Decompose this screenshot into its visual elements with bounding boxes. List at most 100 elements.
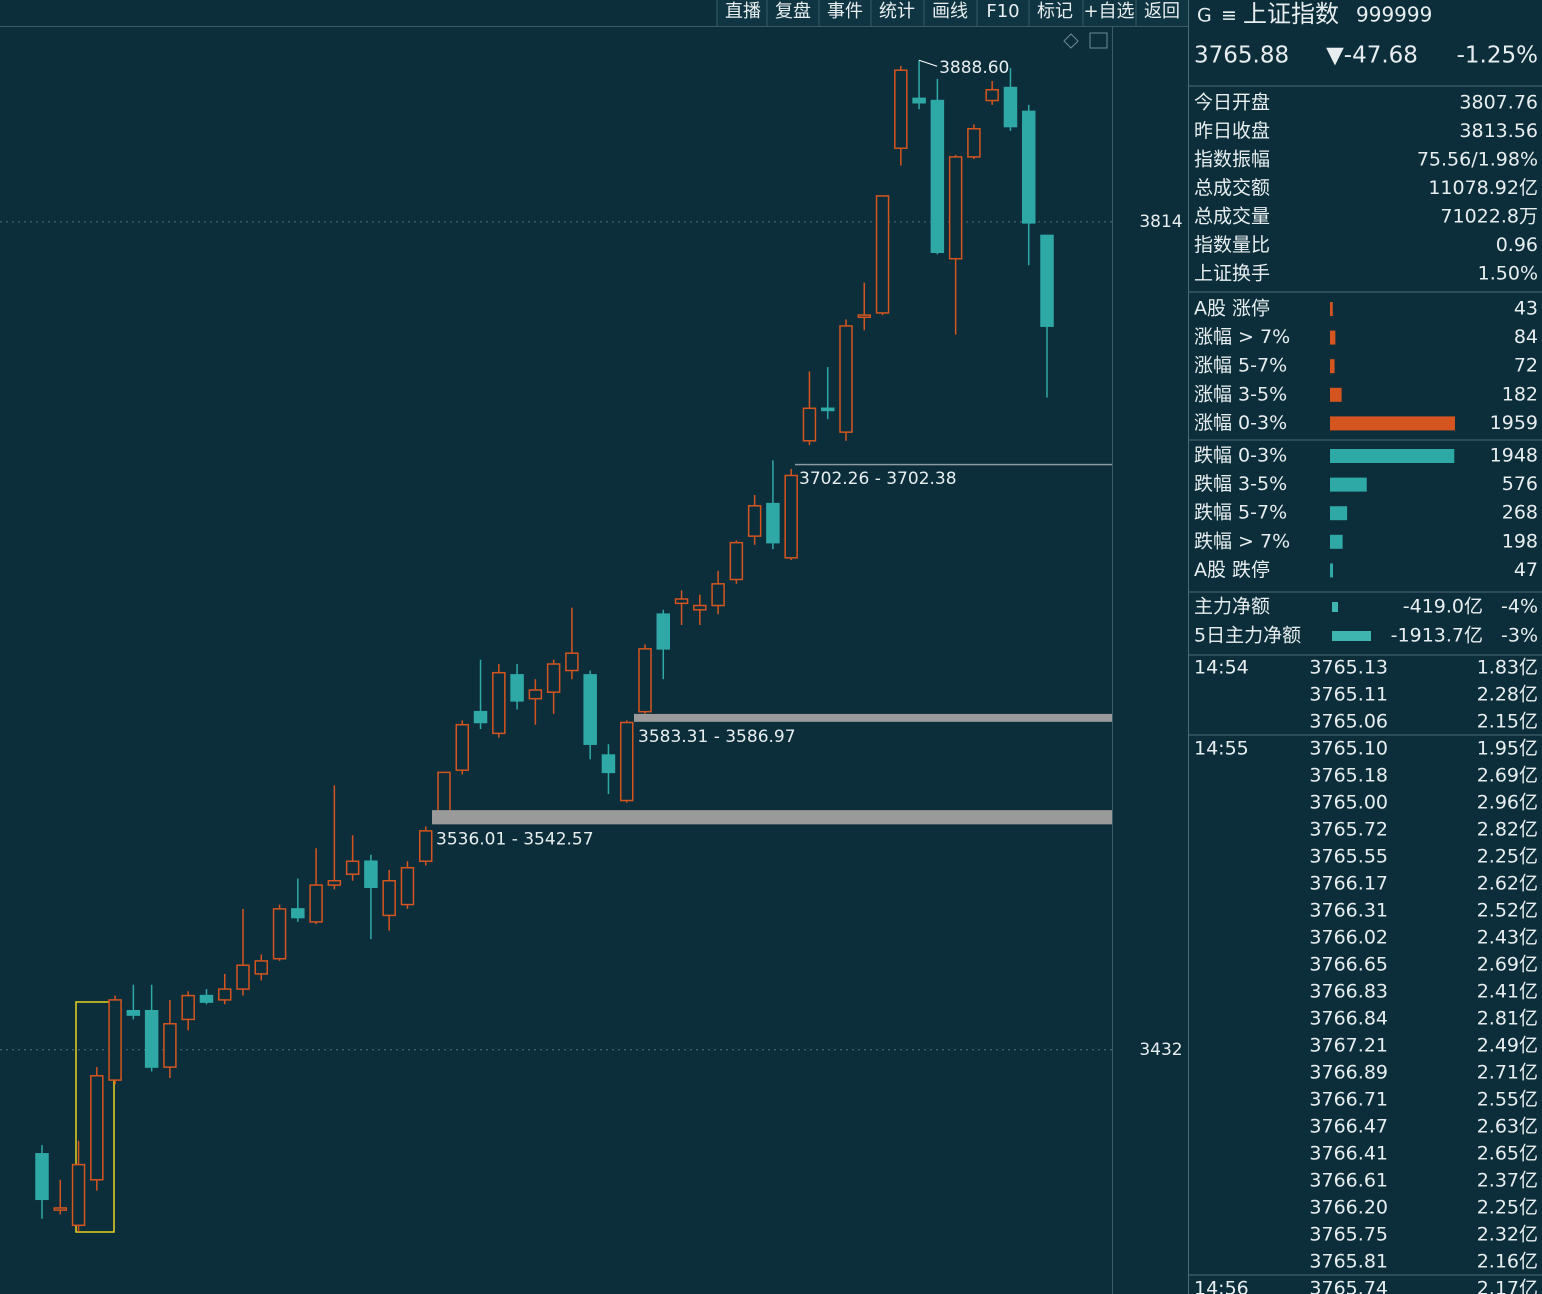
candle-body	[565, 652, 579, 672]
candle-body	[839, 325, 853, 433]
stat-value: 71022.8万	[1440, 206, 1538, 228]
stat-label: 总成交额	[1194, 177, 1270, 199]
candle-body	[693, 604, 707, 611]
candle-body	[1040, 234, 1054, 327]
candle-body	[1003, 86, 1018, 128]
support-zone	[795, 463, 1112, 466]
tick-price: 3766.83	[1309, 981, 1388, 1003]
support-zone	[634, 713, 1112, 722]
candle-body	[181, 994, 195, 1021]
distribution-count: 1959	[1490, 412, 1538, 434]
candle-body	[217, 988, 232, 1001]
candle-body	[327, 879, 342, 886]
tick-amount: 2.15亿	[1477, 711, 1538, 733]
tick-price: 3765.74	[1309, 1278, 1388, 1294]
tick-price: 3765.13	[1309, 657, 1388, 679]
distribution-label: A股 跌停	[1194, 559, 1270, 581]
candle-body	[656, 613, 671, 650]
candle-body	[345, 860, 360, 875]
tick-amount: 2.63亿	[1477, 1116, 1538, 1138]
distribution-count: 47	[1514, 559, 1538, 581]
distribution-label: 跌幅 5-7%	[1194, 502, 1287, 524]
toolbar-button[interactable]: 标记	[1037, 1, 1073, 22]
stat-value: 75.56/1.98%	[1417, 149, 1538, 171]
candle-body	[528, 689, 543, 700]
tick-price: 3765.55	[1309, 846, 1388, 868]
distribution-label: 跌幅 > 7%	[1194, 530, 1290, 552]
distribution-count: 43	[1514, 298, 1538, 320]
candle-body	[126, 1010, 141, 1016]
tick-price: 3765.00	[1309, 792, 1388, 814]
distribution-label: A股 涨停	[1194, 298, 1270, 320]
candle-body	[382, 879, 396, 917]
y-tick-label: 3432	[1139, 1040, 1182, 1060]
quote-name: 上证指数	[1243, 0, 1339, 28]
tick-amount: 2.65亿	[1477, 1143, 1538, 1165]
distribution-count: 198	[1502, 530, 1538, 552]
tick-amount: 2.69亿	[1477, 954, 1538, 976]
tick-amount: 2.28亿	[1477, 684, 1538, 706]
tick-price: 3765.75	[1309, 1224, 1388, 1246]
quote-mark[interactable]: G	[1197, 5, 1212, 27]
distribution-bar	[1330, 387, 1342, 402]
tick-price: 3765.18	[1309, 765, 1388, 787]
toolbar-button[interactable]: F10	[986, 1, 1019, 22]
candle-body	[144, 1010, 159, 1068]
candle-body	[309, 884, 323, 923]
tick-amount: 2.69亿	[1477, 765, 1538, 787]
candle-body	[766, 502, 780, 544]
toolbar-button[interactable]: 返回	[1144, 1, 1180, 22]
distribution-bar	[1330, 359, 1335, 374]
candle-body	[784, 474, 798, 559]
stat-label: 指数振幅	[1194, 149, 1270, 171]
distribution-count: 182	[1502, 383, 1538, 405]
candle-body	[747, 505, 762, 537]
zone-label: 3583.31 - 3586.97	[638, 727, 796, 747]
distribution-bar	[1330, 330, 1336, 345]
tick-amount: 2.62亿	[1477, 873, 1538, 895]
candle-body	[236, 964, 250, 990]
stat-label: 指数量比	[1194, 234, 1270, 256]
candle-body	[820, 407, 835, 412]
stat-label: 今日开盘	[1194, 92, 1270, 114]
tick-amount: 2.71亿	[1477, 1062, 1538, 1084]
tick-amount: 2.52亿	[1477, 900, 1538, 922]
tick-price: 3766.41	[1309, 1143, 1388, 1165]
candle-body	[272, 908, 287, 960]
panel-icon[interactable]	[1089, 32, 1108, 49]
quote-menu[interactable]: ≡	[1221, 5, 1237, 27]
distribution-label: 涨幅 5-7%	[1194, 355, 1287, 377]
quote-panel: G ≡ 上证指数 999999 3765.88 ▼-47.68 -1.25% 今日开盘 3807…	[1189, 0, 1542, 1294]
diamond-icon[interactable]	[1063, 33, 1079, 49]
tick-price: 3767.21	[1309, 1035, 1388, 1057]
candle-body	[948, 156, 963, 260]
distribution-label: 涨幅 0-3%	[1194, 412, 1287, 434]
distribution-bar	[1330, 449, 1455, 463]
toolbar-button[interactable]: 统计	[879, 1, 915, 22]
toolbar-button[interactable]: 事件	[827, 1, 863, 22]
tick-price: 3765.72	[1309, 819, 1388, 841]
distribution-count: 576	[1502, 473, 1538, 495]
toolbar-button[interactable]: 直播	[725, 1, 761, 22]
tick-amount: 2.81亿	[1477, 1008, 1538, 1030]
tick-amount: 2.25亿	[1477, 846, 1538, 868]
stat-value: 0.96	[1496, 234, 1538, 256]
money-pct: -4%	[1501, 596, 1538, 618]
distribution-label: 跌幅 0-3%	[1194, 445, 1287, 467]
tick-price: 3766.47	[1309, 1116, 1388, 1138]
toolbar-button[interactable]: 画线	[932, 1, 968, 22]
tick-price: 3766.17	[1309, 873, 1388, 895]
stat-label: 上证换手	[1194, 263, 1270, 285]
candle-body	[583, 674, 597, 745]
tick-amount: 2.82亿	[1477, 819, 1538, 841]
candle-body	[455, 723, 470, 771]
toolbar-bg	[716, 0, 1188, 26]
toolbar-button[interactable]: 复盘	[775, 1, 811, 22]
toolbar-button[interactable]: +自选	[1083, 1, 1134, 22]
highlight-box	[75, 1001, 115, 1233]
tick-amount: 1.95亿	[1477, 738, 1538, 760]
quote-change-pct: -1.25%	[1457, 43, 1538, 69]
candle-body	[894, 69, 908, 149]
